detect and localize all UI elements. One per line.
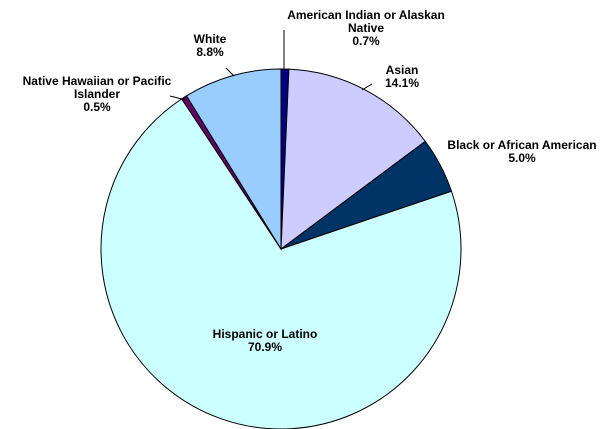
slice-label-asian: Asian 14.1% [385, 63, 419, 90]
slice-label-hispanic-or-latino: Hispanic or Latino 70.9% [213, 327, 318, 354]
slice-category-label: White [194, 32, 227, 46]
slice-category-label: American Indian or Alaskan [287, 8, 445, 22]
slice-category-label: Islander [74, 87, 120, 101]
leader-line-asian [361, 83, 373, 91]
slice-label-american-indian-or-alaskan-native: American Indian or Alaskan Native 0.7% [287, 8, 445, 48]
leader-line-white [225, 67, 235, 77]
leader-line-native-hawaiian-or-pacific-islander [169, 95, 187, 101]
slice-value-label: 8.8% [196, 45, 224, 59]
slice-label-black-or-african-american: Black or African American 5.0% [447, 138, 596, 165]
slice-category-label: Asian [386, 63, 419, 77]
slice-category-label: Native [348, 21, 384, 35]
pie-slice-hispanic-or-latino [100, 98, 462, 429]
slice-category-label: Native Hawaiian or Pacific [23, 74, 172, 88]
pie-slice-asian [280, 68, 426, 251]
slice-value-label: 0.5% [83, 100, 111, 114]
slice-value-label: 5.0% [508, 151, 536, 165]
pie-slice-white [185, 68, 282, 251]
slice-label-native-hawaiian-or-pacific-islander: Native Hawaiian or Pacific Islander 0.5% [23, 74, 172, 114]
slice-labels: American Indian or Alaskan Native 0.7% Asia… [23, 8, 597, 354]
leader-lines [169, 30, 373, 101]
slice-category-label: Black or African American [447, 138, 596, 152]
slice-category-label: Hispanic or Latino [213, 327, 318, 341]
slice-value-label: 14.1% [385, 76, 419, 90]
slice-value-label: 70.9% [248, 340, 282, 354]
slice-value-label: 0.7% [352, 34, 380, 48]
pie-slices [100, 68, 462, 429]
slice-label-white: White 8.8% [194, 32, 227, 59]
